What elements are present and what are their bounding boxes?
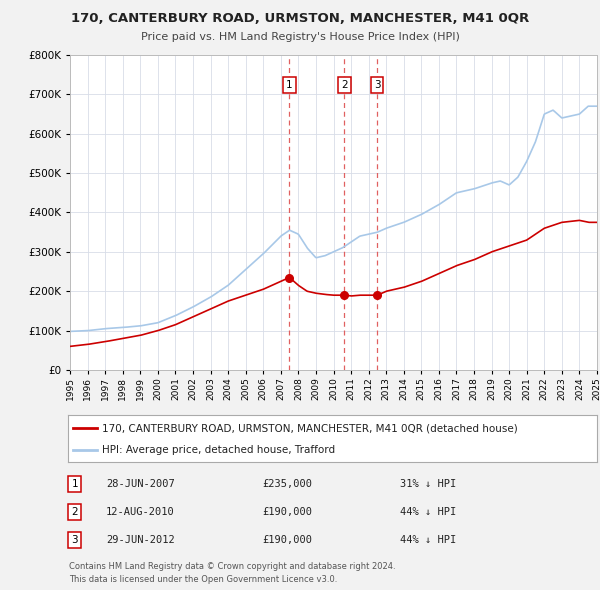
Text: 2: 2 xyxy=(341,80,348,90)
Text: 29-JUN-2012: 29-JUN-2012 xyxy=(106,535,175,545)
Text: £190,000: £190,000 xyxy=(262,535,312,545)
Text: This data is licensed under the Open Government Licence v3.0.: This data is licensed under the Open Gov… xyxy=(69,575,337,584)
Text: 1: 1 xyxy=(71,479,78,489)
Text: 12-AUG-2010: 12-AUG-2010 xyxy=(106,507,175,517)
Text: 170, CANTERBURY ROAD, URMSTON, MANCHESTER, M41 0QR (detached house): 170, CANTERBURY ROAD, URMSTON, MANCHESTE… xyxy=(103,423,518,433)
Text: £190,000: £190,000 xyxy=(262,507,312,517)
Text: Price paid vs. HM Land Registry's House Price Index (HPI): Price paid vs. HM Land Registry's House … xyxy=(140,32,460,42)
Text: 170, CANTERBURY ROAD, URMSTON, MANCHESTER, M41 0QR: 170, CANTERBURY ROAD, URMSTON, MANCHESTE… xyxy=(71,12,529,25)
Text: 44% ↓ HPI: 44% ↓ HPI xyxy=(400,535,456,545)
Text: 2: 2 xyxy=(71,507,78,517)
Text: Contains HM Land Registry data © Crown copyright and database right 2024.: Contains HM Land Registry data © Crown c… xyxy=(69,562,395,571)
Text: 3: 3 xyxy=(374,80,380,90)
Text: 44% ↓ HPI: 44% ↓ HPI xyxy=(400,507,456,517)
Text: HPI: Average price, detached house, Trafford: HPI: Average price, detached house, Traf… xyxy=(103,445,335,455)
Text: 1: 1 xyxy=(286,80,293,90)
Text: £235,000: £235,000 xyxy=(262,479,312,489)
Text: 3: 3 xyxy=(71,535,78,545)
Text: 31% ↓ HPI: 31% ↓ HPI xyxy=(400,479,456,489)
Text: 28-JUN-2007: 28-JUN-2007 xyxy=(106,479,175,489)
